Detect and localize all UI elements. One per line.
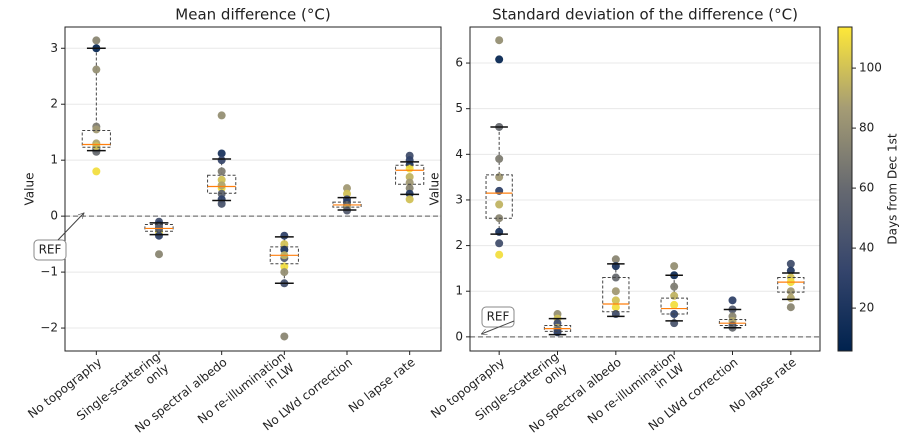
y-axis-label: Value	[23, 173, 37, 206]
data-point	[612, 296, 620, 304]
y-tick-label: 6	[455, 56, 463, 70]
data-point	[612, 287, 620, 295]
y-tick-label: 2	[50, 97, 58, 111]
data-point	[670, 283, 678, 291]
data-point	[92, 125, 100, 133]
data-point	[280, 268, 288, 276]
colorbar-tick-label: 80	[859, 121, 874, 135]
y-tick-label: 5	[455, 101, 463, 115]
y-tick-label: 3	[50, 41, 58, 55]
data-point	[92, 36, 100, 44]
data-point	[670, 262, 678, 270]
data-point	[787, 287, 795, 295]
data-point	[155, 232, 163, 240]
data-point	[670, 292, 678, 300]
data-point	[218, 167, 226, 175]
data-point	[495, 251, 503, 259]
y-tick-label: −2	[40, 321, 58, 335]
chart-title: Mean difference (°C)	[175, 6, 330, 24]
colorbar-tick-label: 60	[859, 181, 874, 195]
colorbar	[838, 27, 852, 351]
data-point	[155, 250, 163, 258]
box	[486, 175, 512, 218]
data-point	[218, 156, 226, 164]
colorbar-tick-label: 100	[859, 61, 882, 75]
y-tick-label: 2	[455, 238, 463, 252]
annotation-arrow	[58, 213, 84, 240]
data-point	[406, 165, 414, 173]
chart-title: Standard deviation of the difference (°C…	[492, 6, 798, 24]
data-point	[92, 142, 100, 150]
annotation: REF	[39, 243, 62, 257]
data-point	[280, 332, 288, 340]
plot-frame	[65, 27, 441, 351]
data-point	[787, 260, 795, 268]
plot-frame	[470, 27, 820, 351]
data-point	[218, 111, 226, 119]
y-tick-label: 1	[50, 153, 58, 167]
colorbar-tick-label: 20	[859, 301, 874, 315]
data-point	[406, 195, 414, 203]
data-point	[495, 55, 503, 63]
y-tick-label: 0	[50, 209, 58, 223]
data-point	[92, 167, 100, 175]
data-point	[787, 294, 795, 302]
y-tick-label: 1	[455, 284, 463, 298]
data-point	[670, 301, 678, 309]
x-tick-label-group: No lapse rate	[346, 355, 418, 415]
data-point	[218, 181, 226, 189]
data-point	[280, 232, 288, 240]
data-point	[495, 155, 503, 163]
data-point	[612, 255, 620, 263]
data-point	[729, 296, 737, 304]
y-axis-label: Value	[428, 173, 442, 206]
colorbar-tick-label: 40	[859, 241, 874, 255]
y-tick-label: −1	[40, 265, 58, 279]
data-point	[495, 173, 503, 181]
data-point	[92, 66, 100, 74]
colorbar-label: Days from Dec 1st	[886, 133, 899, 244]
data-point	[787, 303, 795, 311]
data-point	[495, 36, 503, 44]
y-tick-label: 0	[455, 329, 463, 343]
y-tick-label: 3	[455, 192, 463, 206]
y-tick-label: 4	[455, 147, 463, 161]
data-point	[495, 239, 503, 247]
annotation: REF	[487, 310, 510, 324]
x-tick-label: No lapse rate	[346, 355, 418, 415]
data-point	[495, 201, 503, 209]
